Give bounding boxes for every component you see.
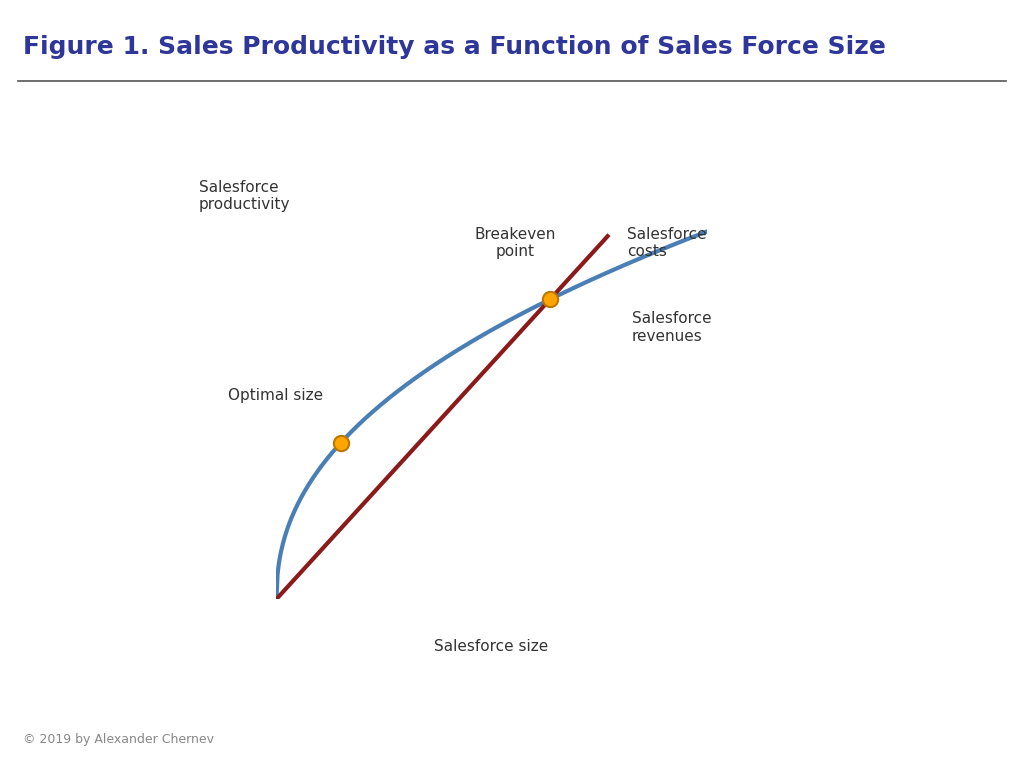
Text: Salesforce
productivity: Salesforce productivity [199,180,291,212]
Text: Salesforce
costs: Salesforce costs [628,227,707,260]
Text: Breakeven
point: Breakeven point [475,227,556,260]
Text: © 2019 by Alexander Chernev: © 2019 by Alexander Chernev [23,733,214,746]
Text: Figure 1. Sales Productivity as a Function of Sales Force Size: Figure 1. Sales Productivity as a Functi… [23,35,886,58]
Text: Salesforce
revenues: Salesforce revenues [632,311,712,344]
Text: Salesforce size: Salesforce size [434,639,549,654]
Text: Optimal size: Optimal size [228,388,324,403]
